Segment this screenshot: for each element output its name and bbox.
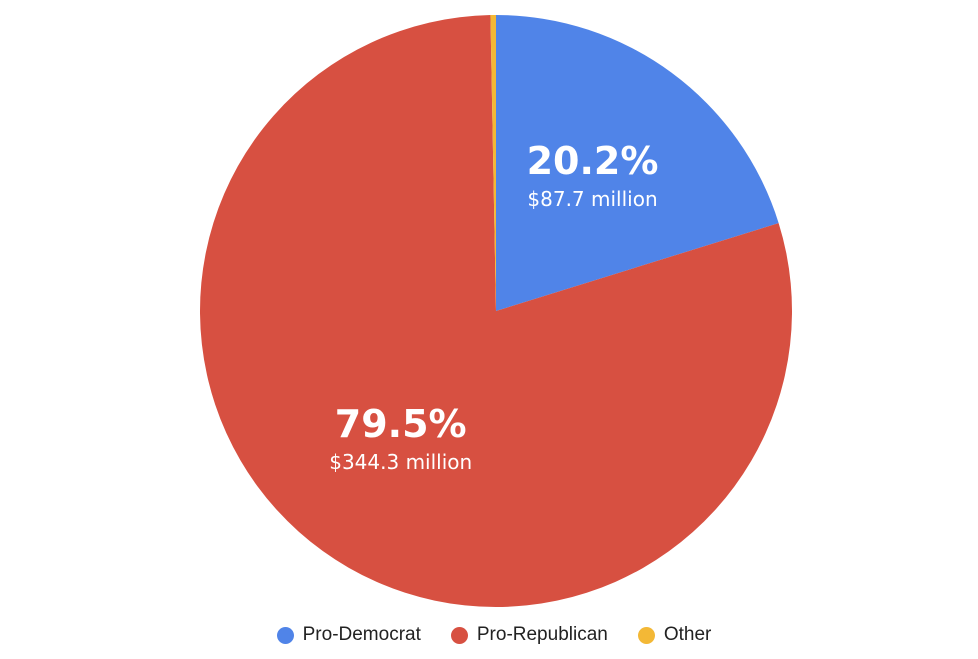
- legend-swatch-other: [637, 626, 655, 644]
- legend-label: Pro-Republican: [476, 624, 608, 645]
- slice-percent-label: 79.5%: [335, 402, 467, 446]
- legend-item-pro-republican[interactable]: Pro-Republican: [450, 624, 608, 646]
- legend-swatch-pro-republican: [450, 626, 468, 644]
- pie-slice-pro-republican[interactable]: [199, 15, 792, 607]
- legend-label: Other: [663, 624, 712, 645]
- slice-amount-label: $87.7 million: [527, 187, 657, 211]
- pie-slice-pro-democrat[interactable]: [496, 15, 779, 311]
- slice-percent-label: 20.2%: [527, 139, 659, 183]
- legend-swatch-pro-democrat: [276, 626, 294, 644]
- pie-chart: 20.2% $87.7 million 79.5% $344.3 million: [199, 15, 792, 607]
- pie-slice-other[interactable]: [490, 15, 496, 311]
- legend-item-other[interactable]: Other: [637, 624, 712, 646]
- pie-slices: [199, 15, 792, 607]
- legend-item-pro-democrat[interactable]: Pro-Democrat: [276, 624, 421, 646]
- legend-label: Pro-Democrat: [302, 624, 421, 645]
- slice-amount-label: $344.3 million: [329, 450, 472, 474]
- pie-labels: 20.2% $87.7 million 79.5% $344.3 million: [329, 139, 658, 474]
- legend: Pro-Democrat Pro-Republican Other: [0, 624, 978, 646]
